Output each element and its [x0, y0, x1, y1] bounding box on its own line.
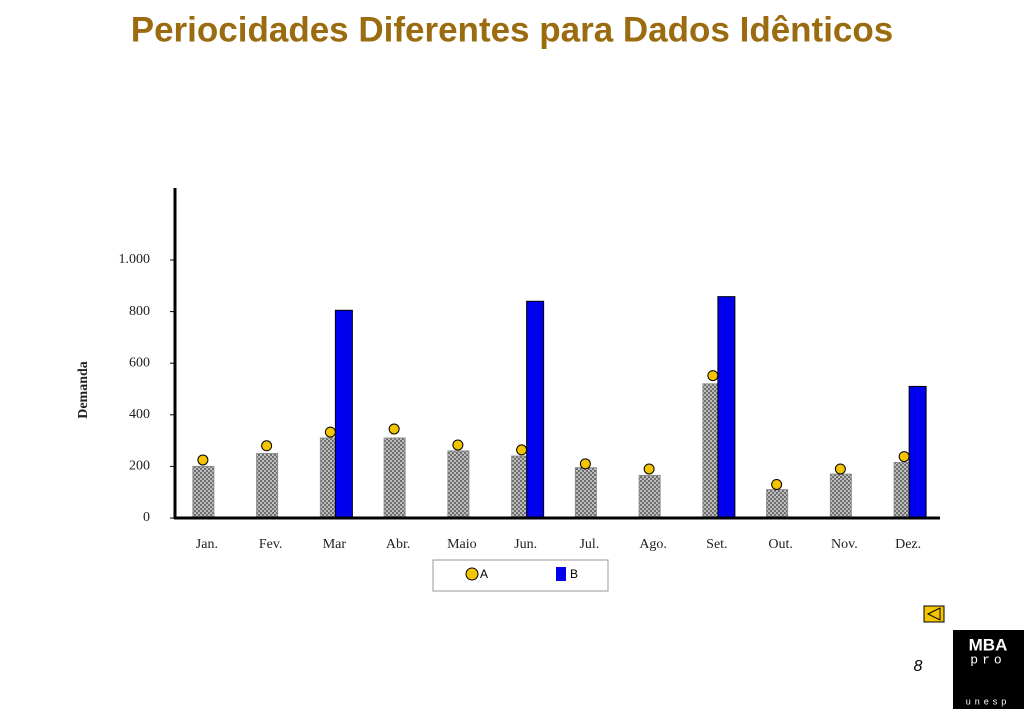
legend [432, 559, 609, 592]
dot [707, 370, 719, 382]
bar [334, 309, 353, 519]
dot [898, 451, 910, 463]
legend-marker [556, 567, 566, 581]
dot [771, 478, 783, 490]
x-tick-label: Jul. [579, 537, 599, 552]
bar [526, 300, 545, 519]
bar [638, 474, 661, 519]
dot [261, 440, 273, 452]
dot [834, 463, 846, 475]
bar [256, 453, 279, 519]
x-tick-label: Out. [768, 537, 793, 552]
bar [908, 385, 927, 519]
logo [953, 630, 1024, 709]
bar [829, 473, 852, 519]
logo-text: pro [970, 652, 1005, 667]
bar [447, 450, 470, 519]
nav-arrow[interactable] [926, 607, 941, 621]
y-tick-label: 800 [129, 304, 150, 319]
dot [324, 426, 336, 438]
bar [766, 489, 789, 519]
x-tick-label: Maio [447, 537, 477, 552]
legend-label: A [480, 567, 488, 581]
legend-marker [465, 567, 479, 581]
x-tick-label: Jan. [196, 537, 218, 552]
bar [192, 465, 215, 519]
nav-button[interactable] [923, 605, 945, 623]
dot [197, 454, 209, 466]
page-number: 8 [914, 658, 923, 675]
bar [574, 467, 597, 519]
dot [643, 463, 655, 475]
x-tick-label: Fev. [259, 537, 283, 552]
bar [717, 296, 736, 519]
logo-text: unesp [966, 696, 1011, 706]
logo-text: MBA [969, 635, 1008, 654]
y-tick-label: 0 [143, 510, 150, 525]
dot [579, 458, 591, 470]
y-tick-label: 1.000 [119, 252, 151, 267]
dot [388, 423, 400, 435]
x-tick-label: Jun. [514, 537, 537, 552]
bar [383, 437, 406, 519]
y-tick-label: 600 [129, 355, 150, 370]
x-tick-label: Dez. [895, 537, 921, 552]
dot [452, 439, 464, 451]
y-axis-label: Demanda [76, 361, 91, 419]
y-tick-label: 400 [129, 407, 150, 422]
dot [516, 444, 528, 456]
slide-title: Periocidades Diferentes para Dados Idênt… [131, 10, 893, 49]
legend-label: B [570, 567, 578, 581]
x-tick-label: Nov. [831, 537, 858, 552]
x-tick-label: Mar [323, 537, 347, 552]
y-tick-label: 200 [129, 459, 150, 474]
x-tick-label: Ago. [639, 537, 667, 552]
x-tick-label: Set. [706, 537, 727, 552]
x-tick-label: Abr. [386, 537, 411, 552]
